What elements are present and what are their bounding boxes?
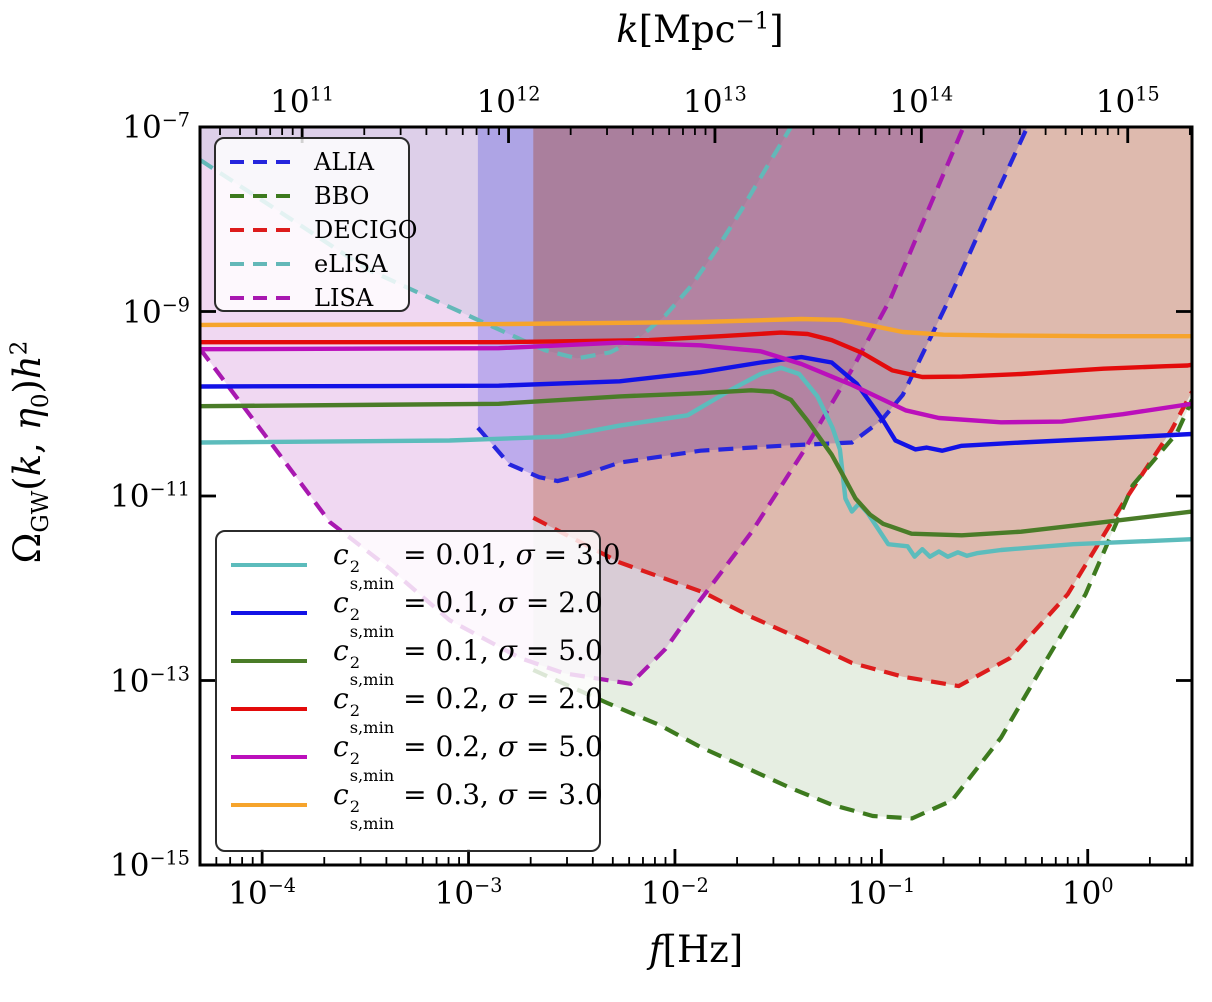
x-top-tick-10e13: 1013 bbox=[682, 82, 747, 120]
region-fill-bbo bbox=[533, 127, 1192, 819]
x-top-tick-10e11: 1011 bbox=[270, 82, 335, 120]
legend-solid-line-sample bbox=[231, 562, 307, 568]
legend-solid-line-sample bbox=[231, 754, 307, 760]
curve-lisa bbox=[200, 127, 966, 687]
curve-alia bbox=[476, 127, 1030, 484]
legend-dashed-line-sample bbox=[230, 261, 292, 267]
legend-detector-item-decigo: DECIGO bbox=[230, 216, 418, 244]
legend-model-label: c 2 s,min = 0.01, σ = 3.0 bbox=[333, 537, 621, 594]
legend-solid-line-sample bbox=[231, 610, 307, 616]
x-bottom-tick-10e-2: 10−2 bbox=[641, 874, 709, 912]
x-top-tick-10e14: 1014 bbox=[889, 82, 954, 120]
legend-detector-label: ALIA bbox=[314, 148, 375, 176]
x-top-tick-10e15: 1015 bbox=[1095, 82, 1160, 120]
legend-model-label: c 2 s,min = 0.3, σ = 3.0 bbox=[333, 777, 603, 834]
legend-model-item-2: c 2 s,min = 0.1, σ = 5.0 bbox=[231, 634, 603, 688]
legend-detector-label: BBO bbox=[314, 182, 370, 210]
legend-solid-line-sample bbox=[231, 658, 307, 664]
legend-detector-item-elisa: eLISA bbox=[230, 250, 388, 278]
legend-detector-label: LISA bbox=[314, 284, 374, 312]
y-tick-10e-13: 10−13 bbox=[110, 661, 190, 700]
x-bottom-tick-10e0: 100 bbox=[1061, 874, 1114, 912]
legend-dashed-line-sample bbox=[230, 227, 292, 233]
legend-detector-label: DECIGO bbox=[314, 216, 418, 244]
axis-ticks bbox=[200, 125, 1192, 867]
curve-model-5 bbox=[200, 316, 1192, 339]
x-bottom-tick-10e-3: 10−3 bbox=[434, 874, 503, 912]
legend-solid-line-sample bbox=[231, 802, 307, 808]
x-axis-bottom-title: f[Hz] bbox=[648, 928, 744, 971]
x-bottom-tick-10e-4: 10−4 bbox=[228, 874, 297, 912]
legend-model-item-5: c 2 s,min = 0.3, σ = 3.0 bbox=[231, 778, 603, 832]
legend-dashed-line-sample bbox=[230, 159, 292, 165]
legend-models: c 2 s,min = 0.01, σ = 3.0 c 2 s,min = 0.1, σ … bbox=[215, 530, 621, 852]
legend-model-item-3: c 2 s,min = 0.2, σ = 2.0 bbox=[231, 682, 603, 736]
legend-detector-label: eLISA bbox=[314, 250, 388, 278]
y-tick-10e-9: 10−9 bbox=[122, 292, 190, 331]
y-tick-10e-11: 10−11 bbox=[110, 477, 190, 515]
legend-dashed-line-sample bbox=[230, 295, 292, 301]
legend-model-item-0: c 2 s,min = 0.01, σ = 3.0 bbox=[231, 538, 621, 592]
y-tick-10e-7: 10−7 bbox=[122, 108, 190, 146]
legend-detector-item-bbo: BBO bbox=[230, 182, 370, 210]
legend-model-label: c 2 s,min = 0.2, σ = 2.0 bbox=[333, 681, 603, 738]
curve-model-4 bbox=[200, 340, 1192, 425]
curve-bbo bbox=[532, 399, 1192, 821]
curve-model-3 bbox=[200, 330, 1192, 380]
curve-model-2 bbox=[200, 388, 1192, 538]
y-tick-10e-15: 10−15 bbox=[110, 846, 190, 884]
legend-detector-item-alia: ALIA bbox=[230, 148, 375, 176]
region-fill-alia bbox=[477, 127, 1028, 482]
legend-model-item-1: c 2 s,min = 0.1, σ = 2.0 bbox=[231, 586, 603, 640]
x-bottom-tick-10e-1: 10−1 bbox=[847, 874, 916, 912]
x-axis-top-title: k[Mpc−1] bbox=[616, 8, 784, 51]
curve-model-1 bbox=[200, 354, 1192, 453]
legend-dashed-line-sample bbox=[230, 193, 292, 199]
legend-model-label: c 2 s,min = 0.1, σ = 5.0 bbox=[333, 633, 603, 690]
legend-detectors: ALIA BBO DECIGO eLISA LISA bbox=[214, 137, 417, 312]
legend-solid-line-sample bbox=[231, 706, 307, 712]
legend-model-label: c 2 s,min = 0.1, σ = 2.0 bbox=[333, 585, 603, 642]
x-top-tick-10e12: 1012 bbox=[476, 82, 541, 120]
legend-model-item-4: c 2 s,min = 0.2, σ = 5.0 bbox=[231, 730, 603, 784]
legend-model-label: c 2 s,min = 0.2, σ = 5.0 bbox=[333, 729, 603, 786]
legend-detector-item-lisa: LISA bbox=[230, 284, 374, 312]
